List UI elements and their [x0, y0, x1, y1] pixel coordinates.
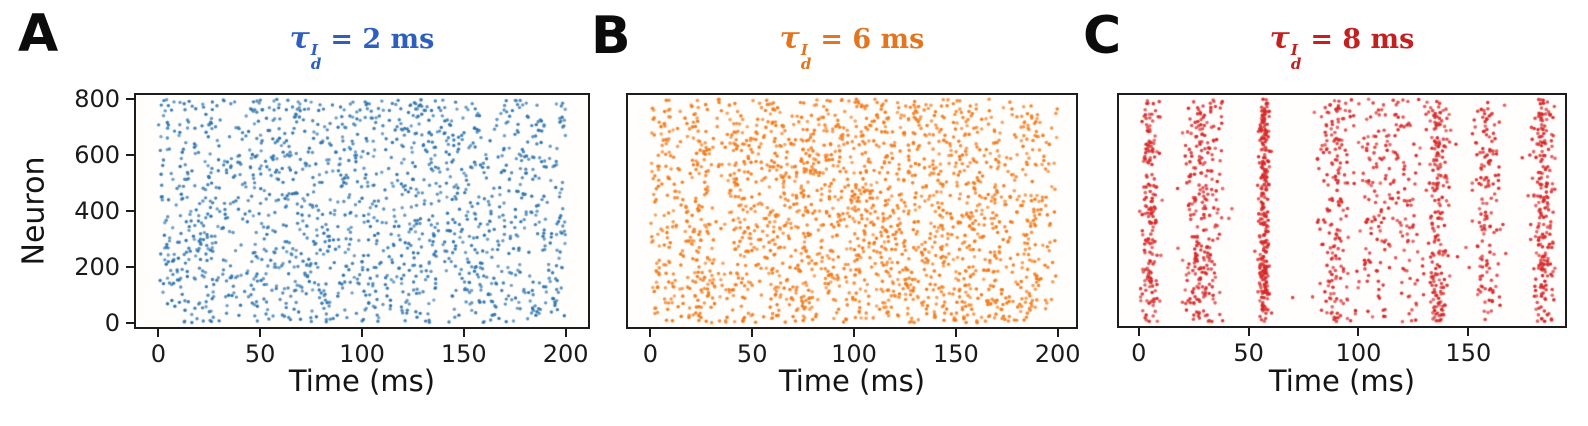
title-value: = 8 ms — [1310, 24, 1415, 55]
x-tick-label: 200 — [1034, 340, 1081, 368]
y-tick — [126, 210, 134, 212]
y-tick-label: 0 — [104, 308, 120, 337]
tau-subscript: d — [310, 55, 322, 73]
title-value: = 6 ms — [820, 24, 925, 55]
x-tick-label: 0 — [150, 340, 167, 368]
x-tick — [1357, 328, 1360, 336]
x-tick — [259, 329, 262, 337]
x-tick-label: 50 — [736, 340, 768, 368]
x-tick-label: 0 — [1131, 339, 1147, 367]
x-tick-label: 150 — [1445, 339, 1492, 367]
x-tick — [564, 329, 567, 337]
x-axis-label-b: Time (ms) — [778, 364, 926, 398]
x-tick — [853, 329, 856, 337]
raster-plot-b — [626, 93, 1078, 329]
x-axis-label-a: Time (ms) — [288, 364, 436, 398]
y-tick — [126, 154, 134, 157]
tau-symbol: τ — [289, 21, 310, 56]
x-tick-label: 150 — [932, 340, 979, 368]
panel-label-b: B — [591, 6, 631, 66]
x-tick — [462, 329, 465, 337]
x-tick — [954, 329, 957, 337]
x-tick-label: 50 — [1233, 339, 1264, 367]
x-tick — [1137, 328, 1140, 336]
x-tick — [649, 329, 652, 337]
x-tick — [361, 329, 363, 337]
tau-superscript: I — [310, 41, 318, 59]
y-tick — [126, 265, 134, 268]
x-tick-label: 200 — [542, 340, 589, 368]
raster-plot-a — [134, 93, 590, 329]
y-tick-label: 800 — [74, 85, 120, 114]
x-tick-label: 50 — [244, 340, 276, 368]
x-axis-label-c: Time (ms) — [1268, 364, 1416, 398]
x-tick-label: 100 — [339, 340, 385, 368]
y-tick-label: 200 — [74, 252, 120, 281]
x-tick — [157, 329, 160, 337]
y-tick-label: 400 — [74, 197, 120, 225]
y-tick — [126, 98, 134, 101]
y-tick-label: 600 — [74, 141, 120, 170]
tau-symbol: τ — [779, 21, 800, 56]
x-tick-label: 150 — [440, 340, 487, 368]
x-tick — [1467, 328, 1470, 336]
x-tick — [1247, 328, 1250, 336]
tau-subscript: d — [1290, 55, 1302, 73]
x-tick-label: 0 — [642, 340, 659, 368]
y-tick — [126, 321, 134, 324]
panel-label-c: C — [1083, 6, 1122, 66]
tau-superscript: I — [1290, 41, 1298, 59]
x-tick — [1056, 329, 1059, 337]
raster-dots-a — [136, 95, 588, 327]
raster-plot-c — [1117, 93, 1567, 328]
raster-dots-c — [1119, 95, 1565, 326]
title-value: = 2 ms — [330, 24, 435, 55]
tau-superscript: I — [800, 41, 808, 59]
tau-symbol: τ — [1269, 21, 1290, 56]
x-tick-label: 100 — [1335, 339, 1382, 367]
raster-dots-b — [628, 95, 1076, 327]
tau-subscript: d — [800, 55, 812, 73]
x-tick — [751, 329, 754, 337]
x-tick-label: 100 — [831, 340, 877, 368]
panel-label-a: A — [18, 4, 59, 64]
